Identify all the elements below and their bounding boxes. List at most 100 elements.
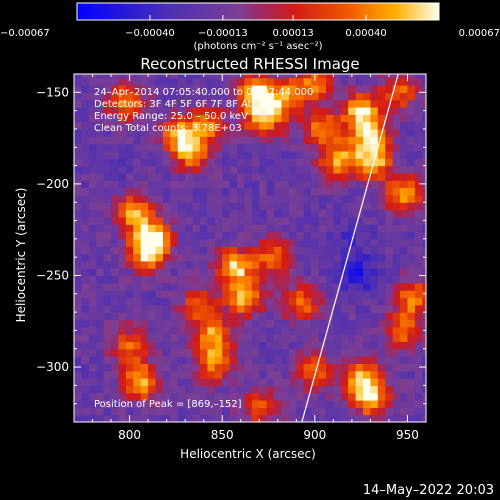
heatmap-cell [414,216,423,225]
heatmap-cell [303,209,312,218]
heatmap-cell [311,356,320,364]
heatmap-cell [177,400,186,408]
heatmap-cell [96,414,105,422]
heatmap-cell [237,150,246,159]
heatmap-cell [407,238,416,247]
heatmap-cell [355,414,364,422]
heatmap-cell [162,180,171,189]
heatmap-cell [414,187,423,196]
heatmap-cell [177,187,186,196]
heatmap-cell [133,275,142,284]
heatmap-cell [363,77,372,86]
heatmap-cell [148,202,157,211]
heatmap-cell [229,275,238,284]
heatmap-cell [81,348,90,357]
heatmap-cell [296,150,305,159]
heatmap-cell [140,136,149,145]
heatmap-cell [74,348,83,357]
heatmap-cell [162,260,171,269]
heatmap-cell [214,385,223,394]
heatmap-cell [96,400,105,408]
heatmap-cell [96,407,105,416]
heatmap-cell [222,326,231,335]
heatmap-cell [414,158,423,167]
heatmap-cell [303,341,312,350]
heatmap-cell [259,106,268,115]
heatmap-cell [185,143,194,152]
heatmap-cell [199,180,208,189]
heatmap-cell [88,158,97,167]
heatmap-cell [207,414,216,422]
heatmap-cell [148,74,157,79]
heatmap-cell [96,385,105,394]
heatmap-cell [407,172,416,181]
heatmap-cell [74,172,83,181]
heatmap-cell [311,334,320,343]
heatmap-cell [155,348,164,357]
heatmap-cell [140,378,149,386]
heatmap-cell [333,209,342,218]
heatmap-cell [318,84,327,93]
heatmap-cell [103,260,112,269]
heatmap-cell [355,363,364,372]
heatmap-cell [214,348,223,357]
heatmap-cell [251,106,260,115]
heatmap-cell [400,224,409,233]
heatmap-cell [281,297,290,306]
heatmap-cell [281,290,290,299]
heatmap-cell [259,341,268,350]
heatmap-cell [148,238,157,247]
heatmap-cell [363,172,372,181]
heatmap-cell [407,282,416,291]
heatmap-cell [333,407,342,416]
heatmap-cell [177,224,186,233]
heatmap-cell [148,246,157,255]
heatmap-cell [325,378,334,386]
heatmap-cell [148,114,157,123]
heatmap-cell [355,202,364,211]
heatmap-cell [229,238,238,247]
heatmap-cell [162,216,171,225]
heatmap-cell [407,378,416,386]
heatmap-cell [318,128,327,137]
heatmap-cell [192,77,201,86]
heatmap-cell [274,143,283,152]
heatmap-cell [140,114,149,123]
heatmap-cell [162,275,171,284]
annotation-clean: Clean Total counts: 3.78E+03 [94,123,242,134]
colorbar-tick-label: −0.00067 [0,28,50,39]
heatmap-cell [237,106,246,115]
heatmap-cell [288,334,297,343]
heatmap-cell [281,136,290,145]
heatmap-cell [103,246,112,255]
heatmap-cell [170,246,179,255]
heatmap-cell [370,216,379,225]
heatmap-cell [155,385,164,394]
heatmap-cell [96,378,105,386]
heatmap-cell [96,231,105,240]
heatmap-cell [400,385,409,394]
heatmap-cell [125,400,134,408]
heatmap-cell [340,172,349,181]
heatmap-cell [385,172,394,181]
heatmap-cell [148,407,157,416]
heatmap-cell [244,180,253,189]
heatmap-cell [266,136,275,145]
heatmap-cell [74,253,83,262]
heatmap-cell [348,99,357,108]
heatmap-cell [103,231,112,240]
heatmap-cell [318,180,327,189]
heatmap-cell [140,128,149,137]
heatmap-cell [207,74,216,79]
heatmap-cell [81,128,90,137]
heatmap-cell [363,99,372,108]
heatmap-cell [392,407,401,416]
heatmap-cell [296,378,305,386]
heatmap-cell [348,216,357,225]
heatmap-cell [281,378,290,386]
heatmap-cell [414,275,423,284]
heatmap-cell [363,194,372,203]
heatmap-cell [177,84,186,93]
heatmap-cell [363,92,372,101]
heatmap-cell [81,172,90,181]
